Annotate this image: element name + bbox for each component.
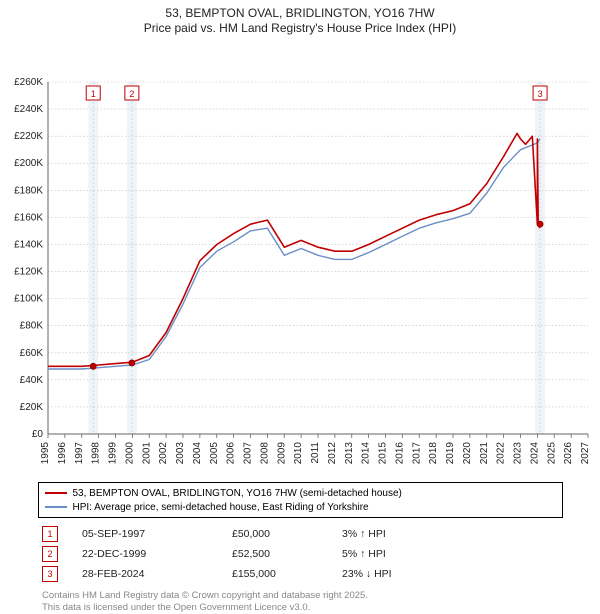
- chart-titles: 53, BEMPTON OVAL, BRIDLINGTON, YO16 7HW …: [0, 0, 600, 36]
- svg-text:£240K: £240K: [14, 104, 43, 115]
- svg-text:£160K: £160K: [14, 212, 43, 223]
- attribution: Contains HM Land Registry data © Crown c…: [42, 590, 600, 614]
- svg-text:2020: 2020: [462, 442, 473, 465]
- svg-text:2026: 2026: [563, 442, 574, 465]
- svg-text:2016: 2016: [394, 442, 405, 465]
- svg-text:2009: 2009: [276, 442, 287, 465]
- chart-container: 53, BEMPTON OVAL, BRIDLINGTON, YO16 7HW …: [0, 0, 600, 590]
- svg-text:2023: 2023: [513, 442, 524, 465]
- markers-table: 1 05-SEP-1997 £50,000 3% ↑ HPI 2 22-DEC-…: [42, 524, 600, 584]
- marker-badge: 3: [42, 566, 58, 582]
- svg-text:£200K: £200K: [14, 158, 43, 169]
- svg-text:£60K: £60K: [20, 348, 44, 359]
- legend: 53, BEMPTON OVAL, BRIDLINGTON, YO16 7HW …: [38, 482, 563, 518]
- svg-text:2002: 2002: [158, 442, 169, 465]
- svg-text:£100K: £100K: [14, 294, 43, 305]
- title-line-1: 53, BEMPTON OVAL, BRIDLINGTON, YO16 7HW: [0, 6, 600, 21]
- svg-text:2015: 2015: [378, 442, 389, 465]
- marker-row: 2 22-DEC-1999 £52,500 5% ↑ HPI: [42, 544, 600, 564]
- svg-text:£80K: £80K: [20, 321, 44, 332]
- marker-delta: 3% ↑ HPI: [342, 528, 462, 540]
- svg-text:1: 1: [91, 89, 96, 99]
- svg-text:1995: 1995: [40, 442, 51, 465]
- svg-text:1996: 1996: [57, 442, 68, 465]
- marker-date: 05-SEP-1997: [82, 528, 232, 540]
- svg-text:2018: 2018: [428, 442, 439, 465]
- svg-text:£40K: £40K: [20, 375, 44, 386]
- svg-text:2008: 2008: [259, 442, 270, 465]
- svg-text:2027: 2027: [580, 442, 591, 465]
- svg-text:2005: 2005: [209, 442, 220, 465]
- svg-text:1998: 1998: [91, 442, 102, 465]
- marker-date: 22-DEC-1999: [82, 548, 232, 560]
- marker-badge: 1: [42, 526, 58, 542]
- attribution-line: Contains HM Land Registry data © Crown c…: [42, 590, 600, 602]
- svg-text:2003: 2003: [175, 442, 186, 465]
- svg-text:2024: 2024: [529, 442, 540, 465]
- marker-badge: 2: [42, 546, 58, 562]
- svg-text:2017: 2017: [411, 442, 422, 465]
- svg-text:2: 2: [129, 89, 134, 99]
- svg-text:£20K: £20K: [20, 402, 44, 413]
- legend-item: 53, BEMPTON OVAL, BRIDLINGTON, YO16 7HW …: [45, 486, 556, 500]
- svg-text:2001: 2001: [141, 442, 152, 465]
- marker-row: 1 05-SEP-1997 £50,000 3% ↑ HPI: [42, 524, 600, 544]
- legend-label: HPI: Average price, semi-detached house,…: [73, 502, 369, 513]
- svg-text:2022: 2022: [496, 442, 507, 465]
- marker-price: £155,000: [232, 568, 342, 580]
- legend-item: HPI: Average price, semi-detached house,…: [45, 500, 556, 514]
- svg-text:2010: 2010: [293, 442, 304, 465]
- svg-text:2014: 2014: [361, 442, 372, 465]
- title-line-2: Price paid vs. HM Land Registry's House …: [0, 21, 600, 36]
- svg-text:£0: £0: [32, 429, 44, 440]
- marker-price: £52,500: [232, 548, 342, 560]
- svg-text:£120K: £120K: [14, 267, 43, 278]
- svg-text:£260K: £260K: [14, 77, 43, 88]
- svg-text:3: 3: [538, 89, 543, 99]
- svg-text:2000: 2000: [124, 442, 135, 465]
- svg-text:2012: 2012: [327, 442, 338, 465]
- chart-plot-area: £0 £20K £40K £60K £80K £100K £120K £140K £160K £1…: [0, 36, 600, 476]
- legend-swatch: [45, 492, 67, 494]
- attribution-line: This data is licensed under the Open Gov…: [42, 602, 600, 614]
- svg-text:2025: 2025: [546, 442, 557, 465]
- svg-text:1997: 1997: [74, 442, 85, 465]
- svg-text:£140K: £140K: [14, 239, 43, 250]
- svg-text:2006: 2006: [226, 442, 237, 465]
- svg-text:£180K: £180K: [14, 185, 43, 196]
- legend-label: 53, BEMPTON OVAL, BRIDLINGTON, YO16 7HW …: [73, 488, 402, 499]
- svg-text:2004: 2004: [192, 442, 203, 465]
- svg-text:2021: 2021: [479, 442, 490, 465]
- svg-text:2007: 2007: [243, 442, 254, 465]
- chart-svg: £0 £20K £40K £60K £80K £100K £120K £140K £160K £1…: [0, 36, 600, 476]
- marker-date: 28-FEB-2024: [82, 568, 232, 580]
- svg-text:£220K: £220K: [14, 131, 43, 142]
- marker-row: 3 28-FEB-2024 £155,000 23% ↓ HPI: [42, 564, 600, 584]
- marker-price: £50,000: [232, 528, 342, 540]
- svg-text:2013: 2013: [344, 442, 355, 465]
- svg-text:2019: 2019: [445, 442, 456, 465]
- legend-swatch: [45, 506, 67, 508]
- svg-text:1999: 1999: [108, 442, 119, 465]
- marker-delta: 23% ↓ HPI: [342, 568, 462, 580]
- marker-delta: 5% ↑ HPI: [342, 548, 462, 560]
- svg-text:2011: 2011: [310, 442, 321, 464]
